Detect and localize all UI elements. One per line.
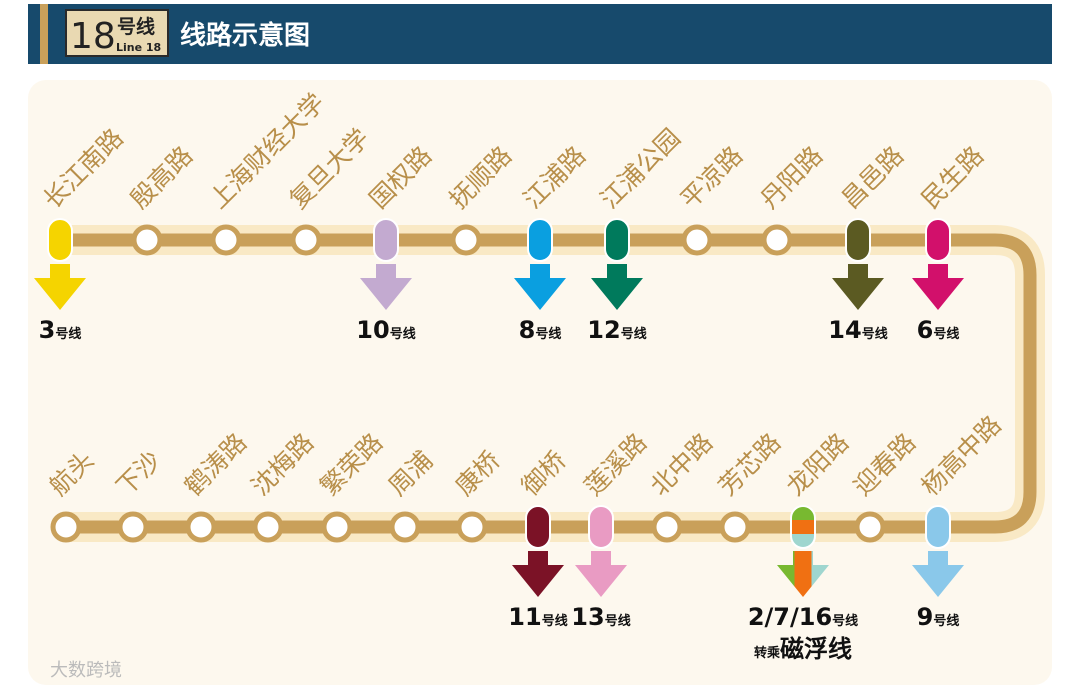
transfer-label: 13号线 <box>571 603 630 631</box>
station <box>681 224 713 256</box>
line-suffix: 号线 <box>605 613 631 629</box>
transfer-arrow <box>912 264 964 310</box>
line-suffix: 号线 <box>55 326 81 342</box>
note-name: 磁浮线 <box>780 635 852 663</box>
transfer-arrow <box>832 264 884 310</box>
line-number: 10 <box>356 316 389 344</box>
transfer-station <box>47 218 73 262</box>
station <box>854 511 886 543</box>
transfer-arrow <box>34 264 86 310</box>
transfer-label: 9号线 <box>917 603 960 631</box>
transfer-arrow <box>591 264 643 310</box>
line-suffix: 号线 <box>621 326 647 342</box>
station <box>290 224 322 256</box>
station <box>450 224 482 256</box>
line-suffix: 号线 <box>542 613 568 629</box>
header-accent <box>40 4 48 64</box>
line-number: 2/7/16 <box>748 603 832 631</box>
transfer-arrow <box>912 551 964 597</box>
line-suffix: 号线 <box>862 326 888 342</box>
line-suffix: 号线 <box>933 326 959 342</box>
station <box>321 511 353 543</box>
line-suffix: 号线 <box>933 613 959 629</box>
line-suffix: 号线 <box>390 326 416 342</box>
badge-suffix: 号线 <box>117 15 155 38</box>
line-number: 6 <box>917 316 934 344</box>
transfer-label: 11号线 <box>508 603 567 631</box>
transfer-label: 10号线 <box>356 316 415 344</box>
transfer-station <box>790 505 816 549</box>
note-prefix: 转乘 <box>754 645 781 661</box>
transfer-label: 12号线 <box>587 316 646 344</box>
station <box>185 511 217 543</box>
badge-number: 18 <box>70 16 116 57</box>
transfer-station <box>925 505 951 549</box>
transfer-label: 2/7/16号线 <box>748 603 858 631</box>
transfer-label: 14号线 <box>828 316 887 344</box>
transfer-station <box>525 505 551 549</box>
transfer-arrow <box>575 551 627 597</box>
line-badge <box>65 9 169 57</box>
transfer-arrow <box>512 551 564 597</box>
station <box>117 511 149 543</box>
station <box>456 511 488 543</box>
transfer-label: 3号线 <box>39 316 82 344</box>
transfer-note: 转乘磁浮线 <box>754 635 852 663</box>
track <box>60 233 1037 534</box>
line-number: 8 <box>519 316 536 344</box>
station <box>210 224 242 256</box>
transfer-label: 8号线 <box>519 316 562 344</box>
transfer-station <box>527 218 553 262</box>
transfer-arrow <box>360 264 412 310</box>
station <box>389 511 421 543</box>
transfer-station <box>925 218 951 262</box>
station <box>131 224 163 256</box>
badge-sub: Line 18 <box>116 41 161 54</box>
transfer-station <box>373 218 399 262</box>
line-number: 11 <box>508 603 541 631</box>
transfer-station <box>845 218 871 262</box>
transfer-arrow <box>514 264 566 310</box>
station <box>252 511 284 543</box>
station <box>761 224 793 256</box>
transfer-station <box>588 505 614 549</box>
station <box>651 511 683 543</box>
watermark: 大数跨境 <box>50 660 122 681</box>
station <box>50 511 82 543</box>
header-title: 线路示意图 <box>180 20 310 51</box>
transfer-label: 6号线 <box>917 316 960 344</box>
line-number: 3 <box>39 316 56 344</box>
line-suffix: 号线 <box>535 326 561 342</box>
transfer-arrow <box>777 551 829 597</box>
station <box>719 511 751 543</box>
line-number: 12 <box>587 316 620 344</box>
line-number: 14 <box>828 316 861 344</box>
transfer-station <box>604 218 630 262</box>
header-bar <box>28 4 1052 64</box>
line-number: 13 <box>571 603 604 631</box>
line-suffix: 号线 <box>832 613 858 629</box>
line-number: 9 <box>917 603 934 631</box>
